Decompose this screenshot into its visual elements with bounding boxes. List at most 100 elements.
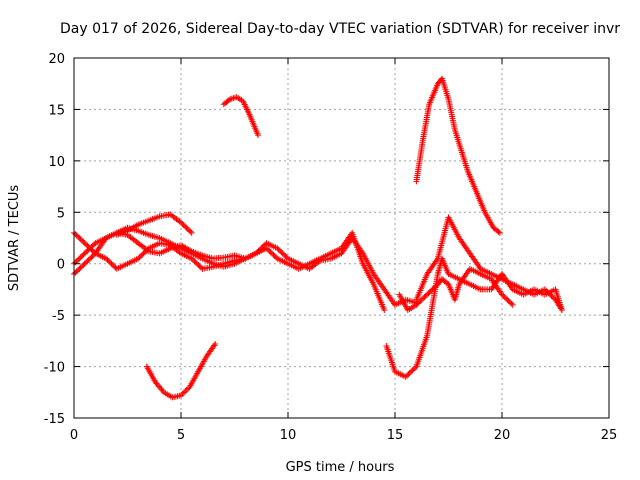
data-point <box>504 296 511 303</box>
data-point <box>271 253 278 259</box>
data-point <box>76 255 83 262</box>
data-point <box>417 298 424 304</box>
data-point <box>425 290 432 297</box>
data-point <box>190 256 197 263</box>
data-point <box>501 294 508 301</box>
data-point <box>272 254 279 261</box>
series-arc-g <box>383 255 565 380</box>
data-point <box>144 246 151 253</box>
data-point <box>79 237 86 244</box>
plot-frame <box>73 57 610 419</box>
data-point <box>413 301 420 308</box>
data-point <box>135 255 142 262</box>
data-point <box>79 263 86 270</box>
data-point <box>421 294 428 301</box>
data-point <box>80 251 87 258</box>
data-point <box>183 386 190 393</box>
y-tick-label: 0 <box>57 258 65 273</box>
data-point <box>270 251 277 258</box>
data-point <box>75 267 82 274</box>
data-point <box>187 228 194 235</box>
data-point <box>508 300 515 307</box>
data-point <box>84 242 91 249</box>
data-point <box>429 286 436 293</box>
data-point <box>107 259 114 266</box>
x-tick-label: 20 <box>494 428 511 443</box>
data-point <box>77 254 84 261</box>
data-point <box>105 258 112 265</box>
x-tick-label: 15 <box>387 428 404 443</box>
data-point <box>509 301 516 308</box>
data-point <box>84 247 91 254</box>
data-point <box>141 249 148 256</box>
data-point <box>420 295 427 302</box>
data-point <box>276 247 283 254</box>
data-point <box>283 254 290 261</box>
data-point <box>507 299 514 306</box>
data-point <box>242 255 249 262</box>
data-point <box>194 260 201 267</box>
data-point <box>85 246 92 253</box>
data-point <box>424 291 431 298</box>
data-point <box>185 385 192 392</box>
data-point <box>139 251 146 258</box>
series-arc-d <box>113 211 195 238</box>
data-point <box>87 255 94 262</box>
chart-title: Day 017 of 2026, Sidereal Day-to-day VTE… <box>60 21 620 37</box>
data-point <box>545 290 552 297</box>
data-point <box>183 224 190 231</box>
data-point <box>500 292 507 299</box>
data-point <box>136 254 143 261</box>
data-point <box>405 371 412 378</box>
data-point <box>191 258 198 265</box>
y-tick-label: 5 <box>57 206 65 221</box>
data-point <box>422 292 429 299</box>
data-point <box>85 256 92 263</box>
data-point <box>280 251 287 258</box>
data-point <box>408 368 415 375</box>
series-arc-e <box>220 94 262 139</box>
x-tick-label: 0 <box>70 428 78 443</box>
data-point <box>77 264 84 271</box>
data-point <box>83 241 90 248</box>
data-point <box>268 250 275 257</box>
data-point <box>182 223 189 230</box>
data-point <box>416 299 423 306</box>
data-point <box>178 219 184 226</box>
data-point <box>549 294 556 301</box>
data-point <box>558 305 565 312</box>
data-point <box>426 289 433 295</box>
data-point <box>109 262 116 268</box>
data-point <box>80 262 87 268</box>
series-arc-c <box>71 240 249 277</box>
data-point <box>179 220 186 227</box>
data-point <box>432 283 439 290</box>
data-point <box>81 250 88 257</box>
data-point <box>282 253 289 259</box>
data-point <box>72 231 79 238</box>
data-point <box>404 372 411 379</box>
data-point <box>212 340 219 347</box>
series-arc-f <box>143 340 219 401</box>
data-point <box>83 249 90 256</box>
data-point <box>503 295 510 302</box>
data-point <box>402 373 409 380</box>
data-point <box>275 246 282 253</box>
data-point <box>73 268 80 275</box>
data-point <box>544 289 551 295</box>
data-point <box>178 392 184 399</box>
data-point <box>188 229 195 236</box>
data-point <box>91 241 98 248</box>
data-point <box>274 245 281 252</box>
data-point <box>72 269 79 276</box>
data-point <box>255 132 262 139</box>
data-point <box>195 262 202 268</box>
data-point <box>192 259 199 266</box>
data-point <box>406 370 413 376</box>
data-point <box>496 229 503 236</box>
data-point <box>81 240 88 247</box>
series-arc-j <box>396 265 516 313</box>
data-point <box>137 253 144 259</box>
y-tick-label: -15 <box>44 412 65 427</box>
data-point <box>75 233 82 240</box>
